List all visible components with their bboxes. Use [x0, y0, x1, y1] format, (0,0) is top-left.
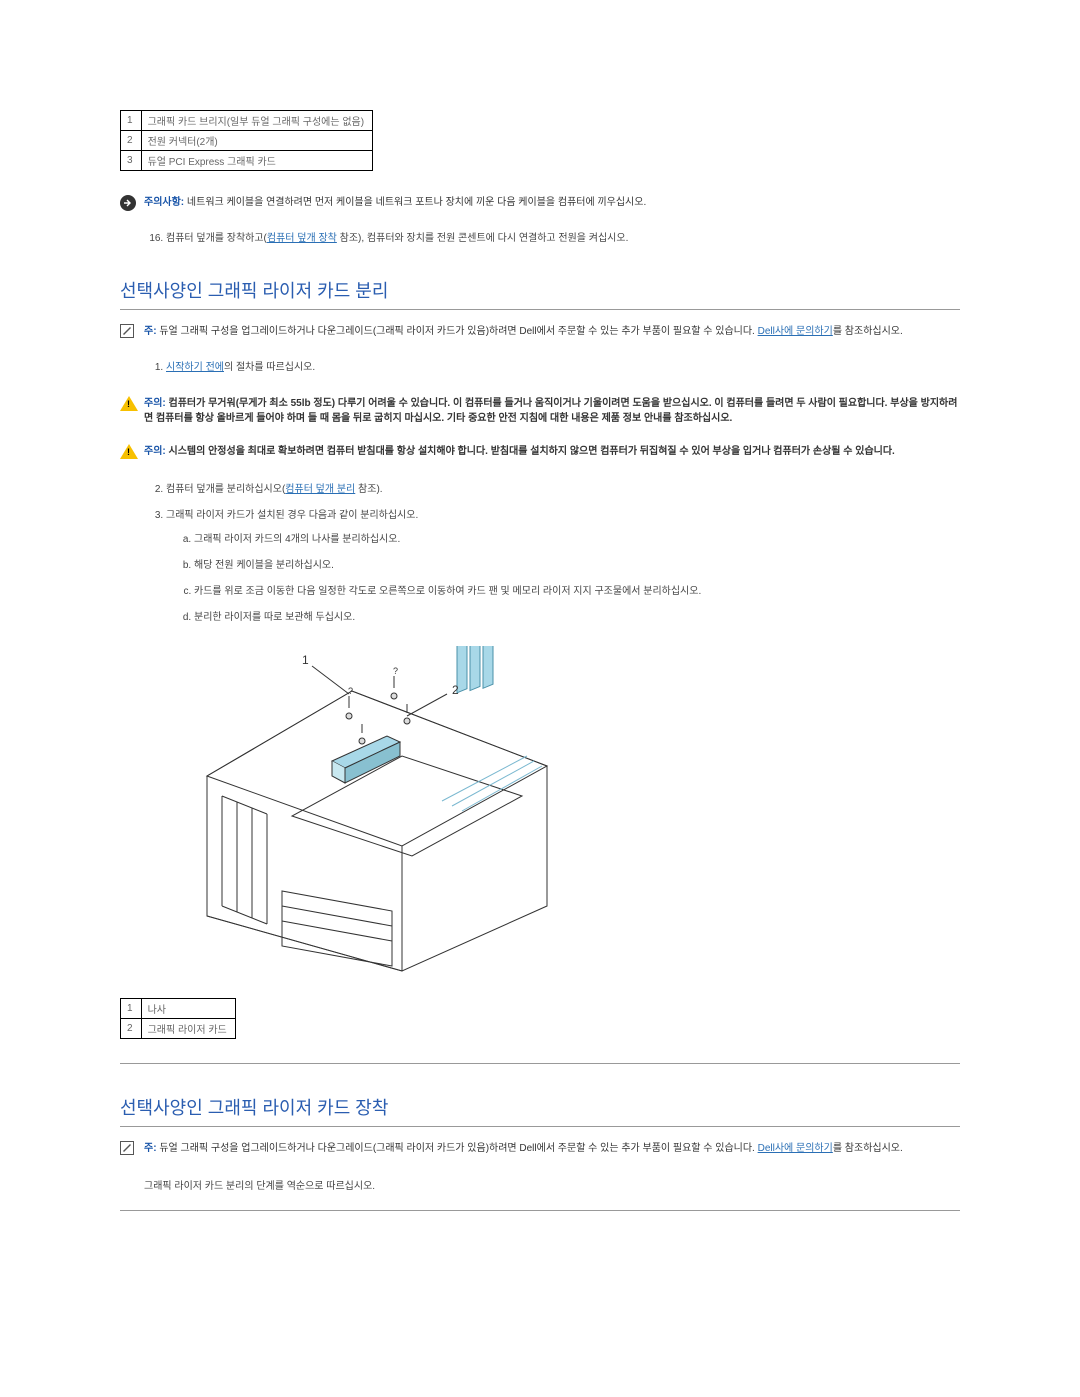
table-row: 3 듀얼 PCI Express 그래픽 카드 — [121, 151, 373, 171]
table-row: 1 그래픽 카드 브리지(일부 듀얼 그래픽 구성에는 없음) — [121, 111, 373, 131]
note2-post: 를 참조하십시오. — [833, 1143, 903, 1154]
warn1-body: 컴퓨터가 무거워(무게가 최소 55lb 정도) 다루기 어려울 수 있습니다.… — [144, 398, 957, 424]
note-icon — [120, 324, 134, 338]
warning-text-1: 주의: 컴퓨터가 무거워(무게가 최소 55lb 정도) 다루기 어려울 수 있… — [144, 396, 960, 426]
note-block-2: 주: 듀얼 그래픽 구성을 업그레이드하거나 다운그레이드(그래픽 라이저 카드… — [120, 1141, 960, 1159]
note-block-1: 주: 듀얼 그래픽 구성을 업그레이드하거나 다운그레이드(그래픽 라이저 카드… — [120, 324, 960, 342]
step3c: 카드를 위로 조금 이동한 다음 일정한 각도로 오른쪽으로 이동하여 카드 팬… — [194, 584, 960, 600]
warning-icon-col — [120, 396, 144, 416]
notice-label: 주의사항: — [144, 197, 184, 208]
callout-2: 2 — [452, 683, 459, 697]
step-list-2: 컴퓨터 덮개를 분리하십시오(컴퓨터 덮개 분리 참조). 그래픽 라이저 카드… — [120, 482, 960, 626]
note-pre: 듀얼 그래픽 구성을 업그레이드하거나 다운그레이드(그래픽 라이저 카드가 있… — [159, 326, 757, 337]
note-icon — [120, 1141, 134, 1155]
callout-table-1: 1 그래픽 카드 브리지(일부 듀얼 그래픽 구성에는 없음) 2 전원 커넥터… — [120, 110, 373, 171]
section-rule — [120, 309, 960, 310]
callout-1: 1 — [302, 653, 309, 667]
figure-riser-card: ? ? 1 2 — [152, 646, 960, 976]
svg-text:?: ? — [348, 686, 353, 696]
warn1-label: 주의: — [144, 398, 166, 409]
notice-body: 네트워크 케이블을 연결하려면 먼저 케이블을 네트워크 포트나 장치에 끼운 … — [187, 197, 646, 208]
step-1: 시작하기 전에의 절차를 따르십시오. — [166, 360, 960, 376]
notice-icon — [120, 195, 144, 213]
step-list-top: 컴퓨터 덮개를 장착하고(컴퓨터 덮개 장착 참조), 컴퓨터와 장치를 전원 … — [120, 231, 960, 247]
step-list-main: 시작하기 전에의 절차를 따르십시오. — [120, 360, 960, 376]
cell-num: 3 — [121, 151, 142, 171]
warning-icon-col-2 — [120, 444, 144, 464]
warning-text-2: 주의: 시스템의 안정성을 최대로 확보하려면 컴퓨터 받침대를 항상 설치해야… — [144, 444, 960, 459]
step16-post: 참조), 컴퓨터와 장치를 전원 콘센트에 다시 연결하고 전원을 켜십시오. — [337, 233, 629, 244]
cell-num: 2 — [121, 1019, 142, 1039]
step1-post: 의 절차를 따르십시오. — [224, 362, 315, 373]
cover-install-link[interactable]: 컴퓨터 덮개 장착 — [267, 233, 337, 244]
note-post: 를 참조하십시오. — [833, 326, 903, 337]
computer-chassis-illustration: ? ? 1 2 — [152, 646, 572, 976]
note-text-2: 주: 듀얼 그래픽 구성을 업그레이드하거나 다운그레이드(그래픽 라이저 카드… — [144, 1141, 960, 1156]
note-text: 주: 듀얼 그래픽 구성을 업그레이드하거나 다운그레이드(그래픽 라이저 카드… — [144, 324, 960, 339]
step2-post: 참조). — [355, 484, 382, 495]
step3d: 분리한 라이저를 따로 보관해 두십시오. — [194, 610, 960, 626]
section-rule-2 — [120, 1126, 960, 1127]
cell-num: 1 — [121, 111, 142, 131]
contact-dell-link-2[interactable]: Dell사에 문의하기 — [758, 1143, 833, 1154]
callout-table-2: 1 나사 2 그래픽 라이저 카드 — [120, 998, 236, 1039]
notice-text: 주의사항: 네트워크 케이블을 연결하려면 먼저 케이블을 네트워크 포트나 장… — [144, 195, 960, 210]
warn2-body: 시스템의 안정성을 최대로 확보하려면 컴퓨터 받침대를 항상 설치해야 합니다… — [169, 446, 895, 457]
svg-text:?: ? — [393, 666, 398, 676]
table-row: 2 전원 커넥터(2개) — [121, 131, 373, 151]
warning-block-1: 주의: 컴퓨터가 무거워(무게가 최소 55lb 정도) 다루기 어려울 수 있… — [120, 396, 960, 426]
bottom-rule — [120, 1210, 960, 1211]
warn2-label: 주의: — [144, 446, 166, 457]
step3a: 그래픽 라이저 카드의 4개의 나사를 분리하십시오. — [194, 532, 960, 548]
cell-num: 2 — [121, 131, 142, 151]
cell-text: 그래픽 카드 브리지(일부 듀얼 그래픽 구성에는 없음) — [141, 111, 373, 131]
table-row: 1 나사 — [121, 999, 236, 1019]
notice-block: 주의사항: 네트워크 케이블을 연결하려면 먼저 케이블을 네트워크 포트나 장… — [120, 195, 960, 213]
cell-text: 듀얼 PCI Express 그래픽 카드 — [141, 151, 373, 171]
warning-triangle-icon — [120, 444, 138, 459]
section-title-install: 선택사양인 그래픽 라이저 카드 장착 — [120, 1094, 960, 1120]
cover-remove-link[interactable]: 컴퓨터 덮개 분리 — [285, 484, 355, 495]
warning-triangle-icon — [120, 396, 138, 411]
section-title-remove: 선택사양인 그래픽 라이저 카드 분리 — [120, 277, 960, 303]
step-16: 컴퓨터 덮개를 장착하고(컴퓨터 덮개 장착 참조), 컴퓨터와 장치를 전원 … — [166, 231, 960, 247]
cell-text: 나사 — [141, 999, 235, 1019]
section-rule-end — [120, 1063, 960, 1064]
cell-text: 그래픽 라이저 카드 — [141, 1019, 235, 1039]
before-you-begin-link[interactable]: 시작하기 전에 — [166, 362, 224, 373]
note-icon-col-2 — [120, 1141, 144, 1159]
note2-pre: 듀얼 그래픽 구성을 업그레이드하거나 다운그레이드(그래픽 라이저 카드가 있… — [159, 1143, 757, 1154]
contact-dell-link-1[interactable]: Dell사에 문의하기 — [758, 326, 833, 337]
table-row: 2 그래픽 라이저 카드 — [121, 1019, 236, 1039]
arrow-circle-icon — [120, 195, 136, 211]
step2-pre: 컴퓨터 덮개를 분리하십시오( — [166, 484, 285, 495]
note2-label: 주: — [144, 1143, 157, 1154]
step16-pre: 컴퓨터 덮개를 장착하고( — [166, 233, 267, 244]
step-3: 그래픽 라이저 카드가 설치된 경우 다음과 같이 분리하십시오. 그래픽 라이… — [166, 508, 960, 626]
warning-block-2: 주의: 시스템의 안정성을 최대로 확보하려면 컴퓨터 받침대를 항상 설치해야… — [120, 444, 960, 464]
step3b: 해당 전원 케이블을 분리하십시오. — [194, 558, 960, 574]
note-label: 주: — [144, 326, 157, 337]
step3-text: 그래픽 라이저 카드가 설치된 경우 다음과 같이 분리하십시오. — [166, 510, 418, 521]
note-icon-col — [120, 324, 144, 342]
step-2: 컴퓨터 덮개를 분리하십시오(컴퓨터 덮개 분리 참조). — [166, 482, 960, 498]
step3-sublist: 그래픽 라이저 카드의 4개의 나사를 분리하십시오. 해당 전원 케이블을 분… — [166, 532, 960, 626]
closing-text: 그래픽 라이저 카드 분리의 단계를 역순으로 따르십시오. — [144, 1177, 960, 1192]
cell-num: 1 — [121, 999, 142, 1019]
cell-text: 전원 커넥터(2개) — [141, 131, 373, 151]
